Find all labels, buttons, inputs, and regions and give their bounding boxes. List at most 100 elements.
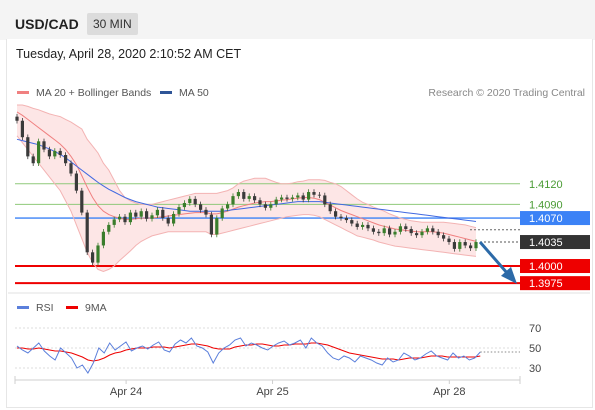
interval-badge[interactable]: 30 MIN — [87, 13, 138, 35]
candle-body — [150, 215, 154, 219]
candle-body — [96, 245, 100, 263]
candle-body — [280, 197, 284, 200]
legend-swatch-rsi — [17, 306, 29, 309]
x-axis: Apr 24 Apr 25 Apr 28 — [14, 376, 521, 398]
price-levels: 1.4120 1.4090 1.4070 1.4035 1.4000 1.3975 — [15, 179, 590, 291]
level-1-4000-box — [520, 259, 590, 274]
candle-body — [290, 197, 294, 199]
candle-body — [458, 242, 462, 249]
rsi-ma-line — [17, 342, 481, 362]
candle-body — [398, 226, 402, 232]
forecast-arrow-shaft — [478, 241, 509, 274]
candle-body — [285, 197, 289, 199]
candle-body — [231, 196, 235, 205]
candle-body — [101, 231, 105, 246]
candle-body — [355, 223, 359, 227]
candle-body — [452, 242, 456, 249]
candle-body — [409, 229, 413, 234]
rsi-lines — [16, 337, 520, 374]
candle-body — [317, 194, 321, 196]
candle-body — [91, 252, 95, 263]
candle-body — [199, 204, 203, 210]
candle-body — [236, 192, 240, 197]
rsi-tick-label: 70 — [529, 323, 541, 335]
candle-body — [26, 137, 30, 157]
candle-body — [128, 212, 132, 223]
candle-body — [463, 242, 467, 246]
candle-body — [447, 238, 451, 243]
rsi-tick-label: 50 — [529, 343, 541, 355]
legend-swatch-9ma — [66, 306, 78, 309]
candle-body — [134, 212, 138, 217]
candle-body — [37, 141, 41, 164]
candle-body — [64, 155, 68, 164]
candle-body — [361, 224, 365, 227]
candle-body — [47, 149, 51, 157]
candle-body — [31, 156, 35, 164]
level-1-4070-label: 1.4070 — [529, 213, 563, 225]
rsi-line — [16, 337, 481, 374]
rsi-legend: RSI 9MA — [17, 302, 107, 314]
level-1-4120-label: 1.4120 — [529, 179, 563, 191]
candle-body — [172, 213, 176, 224]
legend-label-ma50: MA 50 — [179, 87, 209, 99]
timestamp: Tuesday, April 28, 2020 2:10:52 AM CET — [16, 47, 242, 61]
x-tick-label: Apr 25 — [256, 386, 288, 398]
level-1-4000-label: 1.4000 — [529, 261, 563, 273]
candle-body — [155, 209, 159, 216]
level-1-4035-label: 1.4035 — [529, 237, 563, 249]
candle-body — [404, 226, 408, 230]
candle-body — [269, 204, 273, 208]
candle-body — [123, 216, 127, 223]
candle-body — [166, 218, 170, 224]
candle-body — [382, 228, 386, 234]
candle-body — [420, 231, 424, 236]
candle-body — [242, 192, 246, 199]
forecast-arrow — [478, 241, 517, 284]
level-1-3975-label: 1.3975 — [529, 278, 563, 290]
rsi-grid: 70 50 30 — [15, 323, 541, 375]
candle-body — [377, 231, 381, 234]
candle-body — [442, 235, 446, 239]
candle-body — [263, 204, 267, 208]
candle-body — [193, 198, 197, 205]
candlesticks — [15, 113, 478, 266]
candle-body — [226, 204, 230, 209]
candle-body — [323, 195, 327, 205]
candle-body — [431, 228, 435, 232]
candle-body — [74, 173, 78, 191]
candle-body — [161, 209, 165, 219]
candle-body — [85, 212, 89, 253]
candle-body — [388, 228, 392, 235]
candle-body — [139, 211, 143, 217]
candle-body — [469, 245, 473, 249]
candle-body — [366, 224, 370, 229]
candle-body — [339, 216, 343, 219]
x-tick-label: Apr 24 — [110, 386, 142, 398]
candle-body — [69, 163, 73, 174]
candle-body — [344, 218, 348, 221]
candle-body — [220, 208, 224, 219]
candle-body — [247, 196, 251, 199]
candle-body — [393, 231, 397, 235]
candle-body — [118, 216, 122, 220]
forecast-arrow-head — [501, 266, 517, 284]
candle-body — [20, 120, 24, 138]
candle-body — [350, 220, 354, 224]
legend-label-ma20: MA 20 + Bollinger Bands — [36, 87, 151, 99]
candle-body — [107, 224, 111, 232]
candle-body — [15, 116, 19, 121]
level-1-4090-label: 1.4090 — [529, 199, 563, 211]
rsi-tick-label: 30 — [529, 363, 541, 375]
bollinger-lower-line — [16, 135, 477, 273]
candle-body — [474, 242, 478, 249]
candle-body — [436, 231, 440, 236]
legend-swatch-ma20 — [17, 91, 29, 94]
bollinger-band-fill — [17, 105, 476, 272]
candle-body — [253, 196, 257, 201]
x-tick-label: Apr 28 — [433, 386, 465, 398]
candle-body — [42, 141, 46, 150]
ma50-line — [16, 138, 477, 222]
candle-body — [188, 198, 192, 203]
